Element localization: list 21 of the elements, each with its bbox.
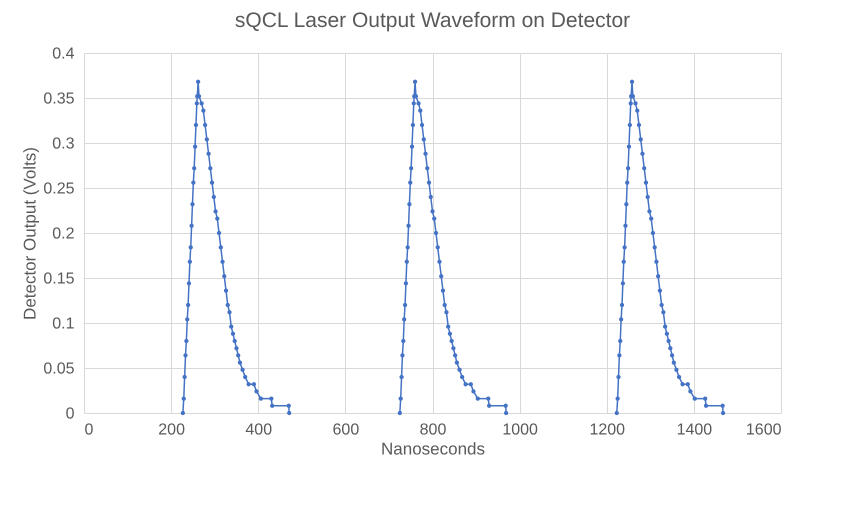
y-tick-label: 0.35 xyxy=(43,90,75,108)
y-tick-label: 0.3 xyxy=(52,136,75,152)
x-tick-label: 600 xyxy=(332,422,360,438)
y-tick-label: 0.4 xyxy=(52,46,75,62)
x-tick-label: 1400 xyxy=(676,422,712,438)
x-axis-title: Nanoseconds xyxy=(381,440,485,458)
y-tick-label: 0.05 xyxy=(43,360,75,378)
x-tick-label: 200 xyxy=(158,422,186,438)
x-tick-label: 400 xyxy=(245,422,272,438)
x-tick-label: 1600 xyxy=(746,422,782,438)
x-tick-label: 800 xyxy=(420,422,446,438)
y-tick-label: 0 xyxy=(66,406,75,422)
x-tick-label: 0 xyxy=(84,422,94,438)
x-tick-label: 1000 xyxy=(502,422,538,438)
y-axis-title: Detector Output (Volts) xyxy=(20,147,40,320)
y-tick-label: 0.2 xyxy=(52,226,75,242)
y-tick-label: 0.15 xyxy=(43,270,75,288)
chart-title: sQCL Laser Output Waveform on Detector xyxy=(234,9,630,32)
y-tick-label: 0.1 xyxy=(52,316,75,332)
y-tick-label: 0.25 xyxy=(43,180,75,198)
x-tick-label: 1200 xyxy=(589,422,626,438)
